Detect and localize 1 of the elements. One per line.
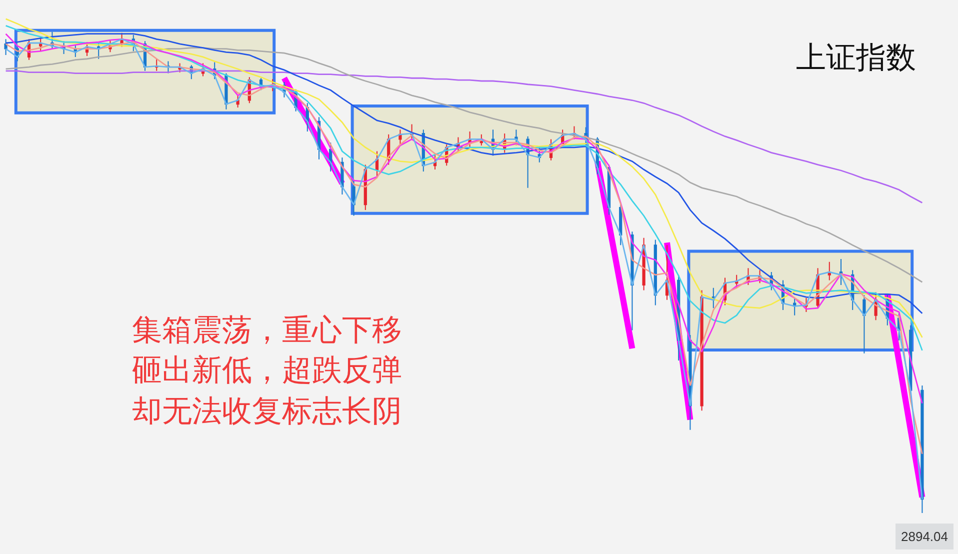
candlestick bbox=[4, 38, 8, 56]
